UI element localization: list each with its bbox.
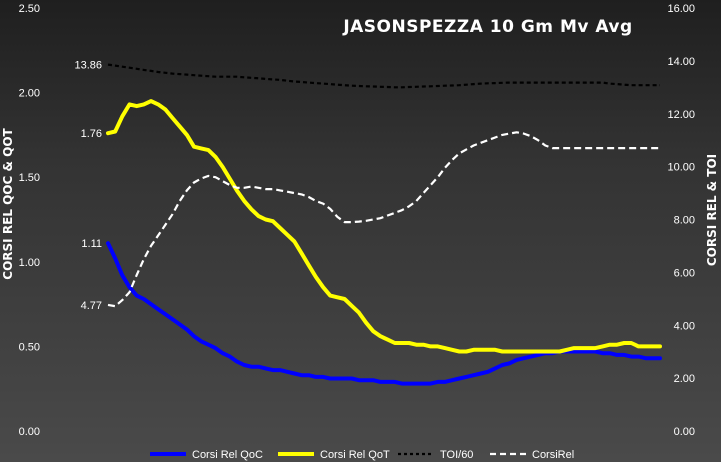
- legend-label-toi-60: TOI/60: [440, 449, 473, 461]
- y-left-tick-label: 1.50: [19, 172, 40, 184]
- y-right-tick-label: 14.00: [667, 56, 695, 68]
- y-left-tick-label: 0.00: [19, 426, 40, 438]
- y-right-tick-label: 2.00: [674, 373, 695, 385]
- annotation-corsi-rel-qoc: 1.11: [81, 238, 102, 250]
- y-right-tick-label: 6.00: [674, 267, 695, 279]
- legend-label-corsi-rel-qot: Corsi Rel QoT: [320, 449, 390, 461]
- y-left-tick-label: 0.50: [19, 341, 40, 353]
- y-right-tick-label: 16.00: [667, 3, 695, 15]
- annotation-corsi-rel-qot: 1.76: [81, 128, 102, 140]
- y-left-tick-label: 1.00: [19, 257, 40, 269]
- y-right-tick-label: 0.00: [674, 426, 695, 438]
- y-left-tick-label: 2.00: [19, 88, 40, 100]
- y-right-tick-label: 12.00: [667, 109, 695, 121]
- y-left-tick-label: 2.50: [19, 3, 40, 15]
- annotation-toi-60: 13.86: [74, 60, 102, 72]
- series-line-toi-60: [107, 63, 660, 89]
- y-right-tick-label: 8.00: [674, 215, 695, 227]
- y-right-tick-label: 10.00: [667, 162, 695, 174]
- annotation-corsirel: 4.77: [81, 300, 102, 312]
- chart-title: JASONSPEZZA 10 Gm Mv Avg: [342, 17, 632, 37]
- y-right-ticks: 0.00 2.00 4.00 6.00 8.00 10.00 12.00 14.00 16.00: [667, 3, 695, 438]
- legend: Corsi Rel QoC Corsi Rel QoT TOI/60 CorsiRel: [150, 449, 574, 461]
- series-line-corsirel: [107, 131, 660, 308]
- legend-label-corsi-rel-qoc: Corsi Rel QoC: [192, 449, 263, 461]
- legend-label-corsirel: CorsiRel: [532, 449, 574, 461]
- series-layer: [106, 63, 662, 386]
- y-right-tick-label: 4.00: [674, 320, 695, 332]
- y-right-axis-title: CORSI REL & TOI: [705, 154, 719, 266]
- y-left-ticks: 0.00 0.50 1.00 1.50 2.00 2.50: [19, 3, 40, 438]
- annotation-layer: 1.11 1.76 13.86 4.77: [74, 60, 102, 312]
- y-left-axis-title: CORSI REL QOC & QOT: [1, 127, 15, 279]
- series-line-corsi-rel-qot: [106, 99, 662, 354]
